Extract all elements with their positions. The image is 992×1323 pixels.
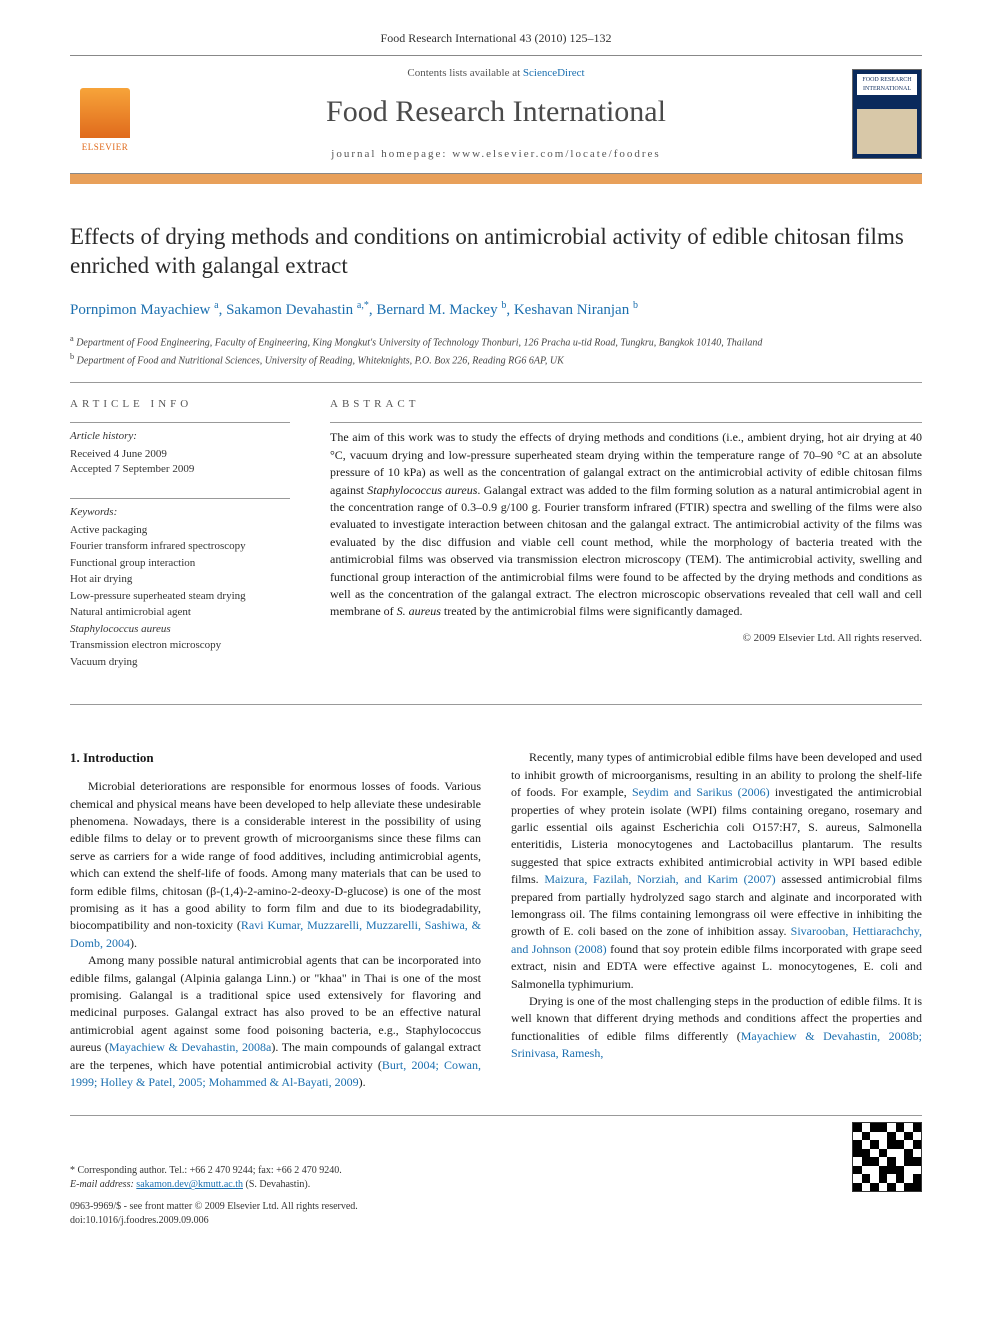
keyword: Functional group interaction <box>70 555 290 572</box>
history-label: Article history: <box>70 429 290 444</box>
journal-banner: ELSEVIER Contents lists available at Sci… <box>70 55 922 174</box>
email-label: E-mail address: <box>70 1179 134 1190</box>
body-paragraph: Recently, many types of antimicrobial ed… <box>511 749 922 992</box>
corr-author-line: * Corresponding author. Tel.: +66 2 470 … <box>70 1164 342 1178</box>
running-head: Food Research International 43 (2010) 12… <box>0 0 992 55</box>
section-heading-intro: 1. Introduction <box>70 749 481 768</box>
doi-block: 0963-9969/$ - see front matter © 2009 El… <box>70 1200 922 1228</box>
keyword: Low-pressure superheated steam drying <box>70 588 290 605</box>
received-date: Received 4 June 2009 <box>70 447 290 462</box>
corr-email-link[interactable]: sakamon.dev@kmutt.ac.th <box>136 1179 243 1190</box>
elsevier-tree-icon <box>80 88 130 138</box>
front-matter-line: 0963-9969/$ - see front matter © 2009 El… <box>70 1200 922 1214</box>
journal-name: Food Research International <box>140 91 852 133</box>
body-paragraph: Drying is one of the most challenging st… <box>511 993 922 1063</box>
author-list: Pornpimon Mayachiew a, Sakamon Devahasti… <box>70 299 922 321</box>
abstract-copyright: © 2009 Elsevier Ltd. All rights reserved… <box>330 631 922 646</box>
keywords-label: Keywords: <box>70 505 290 520</box>
keyword: Vacuum drying <box>70 654 290 671</box>
sciencedirect-link[interactable]: ScienceDirect <box>523 67 585 79</box>
corr-name: (S. Devahastin). <box>245 1179 310 1190</box>
journal-homepage: journal homepage: www.elsevier.com/locat… <box>140 147 852 162</box>
abstract-heading: ABSTRACT <box>330 397 922 412</box>
keyword: Active packaging <box>70 522 290 539</box>
accepted-date: Accepted 7 September 2009 <box>70 462 290 477</box>
abstract-column: ABSTRACT The aim of this work was to stu… <box>330 397 922 690</box>
abstract-text: The aim of this work was to study the ef… <box>330 429 922 620</box>
footnote-block: * Corresponding author. Tel.: +66 2 470 … <box>70 1115 922 1192</box>
article-info-column: ARTICLE INFO Article history: Received 4… <box>70 397 290 690</box>
keyword: Natural antimicrobial agent <box>70 604 290 621</box>
affiliations: a Department of Food Engineering, Facult… <box>70 333 922 368</box>
article-title: Effects of drying methods and conditions… <box>70 222 922 282</box>
accent-bar <box>70 174 922 184</box>
qr-code-icon <box>852 1122 922 1192</box>
body-paragraph: Among many possible natural antimicrobia… <box>70 952 481 1091</box>
cover-image-icon <box>857 109 917 154</box>
divider <box>70 704 922 705</box>
divider <box>70 382 922 383</box>
contents-prefix: Contents lists available at <box>407 67 522 79</box>
journal-cover-thumbnail: FOOD RESEARCH INTERNATIONAL <box>852 69 922 159</box>
keyword: Transmission electron microscopy <box>70 637 290 654</box>
citation-link[interactable]: Mayachiew & Devahastin, 2008a <box>109 1040 271 1054</box>
cover-title: FOOD RESEARCH INTERNATIONAL <box>857 74 917 95</box>
citation-link[interactable]: Maizura, Fazilah, Norziah, and Karim (20… <box>544 872 775 886</box>
keyword: Staphylococcus aureus <box>70 621 290 638</box>
citation-link[interactable]: Seydim and Sarikus (2006) <box>632 785 770 799</box>
publisher-label: ELSEVIER <box>82 141 129 154</box>
article-body: 1. Introduction Microbial deteriorations… <box>0 719 992 1091</box>
keyword: Fourier transform infrared spectroscopy <box>70 538 290 555</box>
contents-available: Contents lists available at ScienceDirec… <box>140 66 852 81</box>
corresponding-author: * Corresponding author. Tel.: +66 2 470 … <box>70 1164 342 1192</box>
article-info-heading: ARTICLE INFO <box>70 397 290 412</box>
keyword: Hot air drying <box>70 571 290 588</box>
banner-center: Contents lists available at ScienceDirec… <box>140 66 852 163</box>
body-paragraph: Microbial deteriorations are responsible… <box>70 778 481 952</box>
publisher-logo: ELSEVIER <box>70 75 140 153</box>
keywords-block: Keywords: Active packagingFourier transf… <box>70 505 290 671</box>
article-history: Article history: Received 4 June 2009 Ac… <box>70 429 290 477</box>
doi-line: doi:10.1016/j.foodres.2009.09.006 <box>70 1214 922 1228</box>
